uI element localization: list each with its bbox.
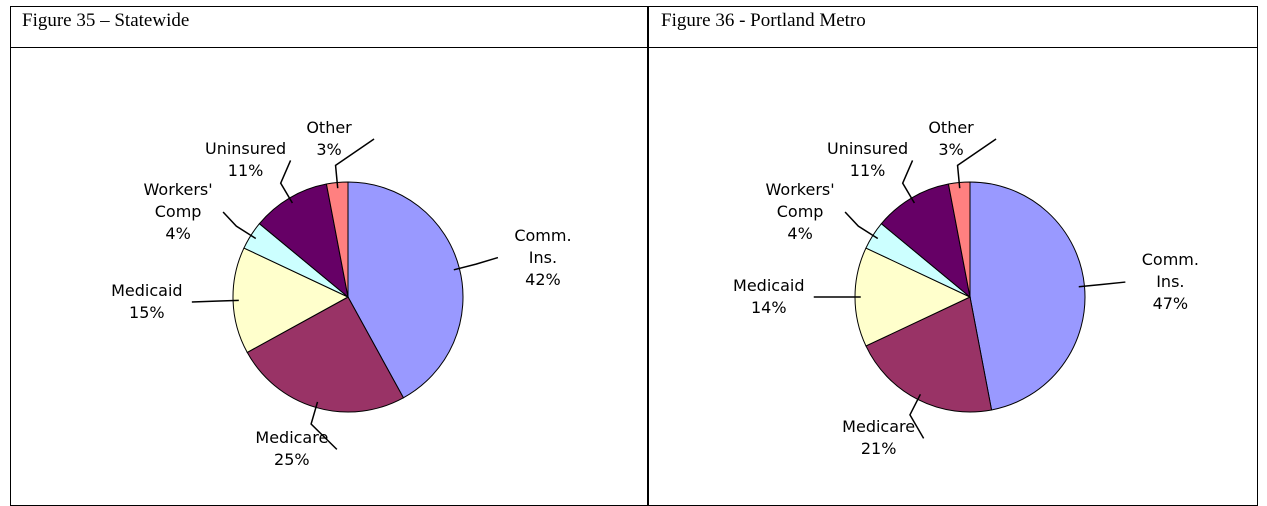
slice-label: Other 3% bbox=[306, 117, 351, 161]
value-label: 4% bbox=[787, 223, 813, 243]
value-label: 3% bbox=[316, 140, 342, 159]
category-label: Medicaid bbox=[111, 280, 183, 300]
header-row bbox=[10, 6, 1258, 48]
leader-line bbox=[334, 138, 375, 189]
slice-label: Workers' Comp 4% bbox=[144, 179, 213, 245]
leader-line bbox=[909, 394, 925, 439]
category-label: Other bbox=[306, 118, 352, 137]
leader-line bbox=[1078, 281, 1126, 288]
slice-label: Medicaid 15% bbox=[111, 280, 182, 324]
leader-line bbox=[191, 299, 239, 303]
value-label: 11% bbox=[227, 161, 264, 181]
value-label: 14% bbox=[750, 298, 787, 317]
leader-line bbox=[956, 138, 997, 189]
category-label: Medicaid bbox=[733, 276, 805, 295]
category-label: Other bbox=[928, 118, 974, 137]
value-label: 42% bbox=[525, 269, 561, 289]
category-label: Uninsured bbox=[826, 139, 909, 159]
category-label: Workers' Comp bbox=[765, 179, 835, 221]
slice-label: Uninsured 11% bbox=[205, 138, 286, 182]
value-label: 11% bbox=[849, 161, 886, 181]
leader-line bbox=[310, 401, 338, 450]
value-label: 4% bbox=[165, 223, 191, 243]
leader-line bbox=[222, 211, 257, 240]
slice-label: Uninsured 11% bbox=[827, 138, 908, 182]
leader-line bbox=[279, 160, 294, 204]
category-label: Comm. Ins. bbox=[1141, 250, 1199, 292]
slice-label: Comm. Ins. 42% bbox=[514, 225, 571, 291]
category-label: Medicare bbox=[255, 428, 329, 448]
category-label: Comm. Ins. bbox=[514, 225, 572, 267]
pie-slice bbox=[969, 181, 1086, 411]
figure-title: Figure 36 - Portland Metro bbox=[661, 10, 866, 31]
slice-label: Workers' Comp 4% bbox=[766, 179, 835, 245]
leader-line bbox=[901, 160, 916, 204]
leader-line bbox=[844, 211, 879, 240]
value-label: 3% bbox=[938, 140, 964, 159]
category-label: Workers' Comp bbox=[143, 179, 213, 221]
value-label: 47% bbox=[1152, 294, 1189, 314]
slice-label: Other 3% bbox=[928, 117, 973, 161]
category-label: Medicare bbox=[842, 417, 916, 437]
category-label: Uninsured bbox=[204, 139, 287, 159]
slice-label: Medicare 25% bbox=[255, 427, 328, 471]
figure-title: Figure 35 – Statewide bbox=[22, 10, 190, 31]
value-label: 25% bbox=[274, 450, 310, 470]
value-label: 15% bbox=[129, 302, 165, 322]
slice-label: Comm. Ins. 47% bbox=[1142, 249, 1199, 315]
value-label: 21% bbox=[860, 439, 897, 459]
slice-label: Medicaid 14% bbox=[733, 275, 804, 319]
leader-line bbox=[453, 256, 499, 271]
slice-label: Medicare 21% bbox=[842, 416, 915, 460]
